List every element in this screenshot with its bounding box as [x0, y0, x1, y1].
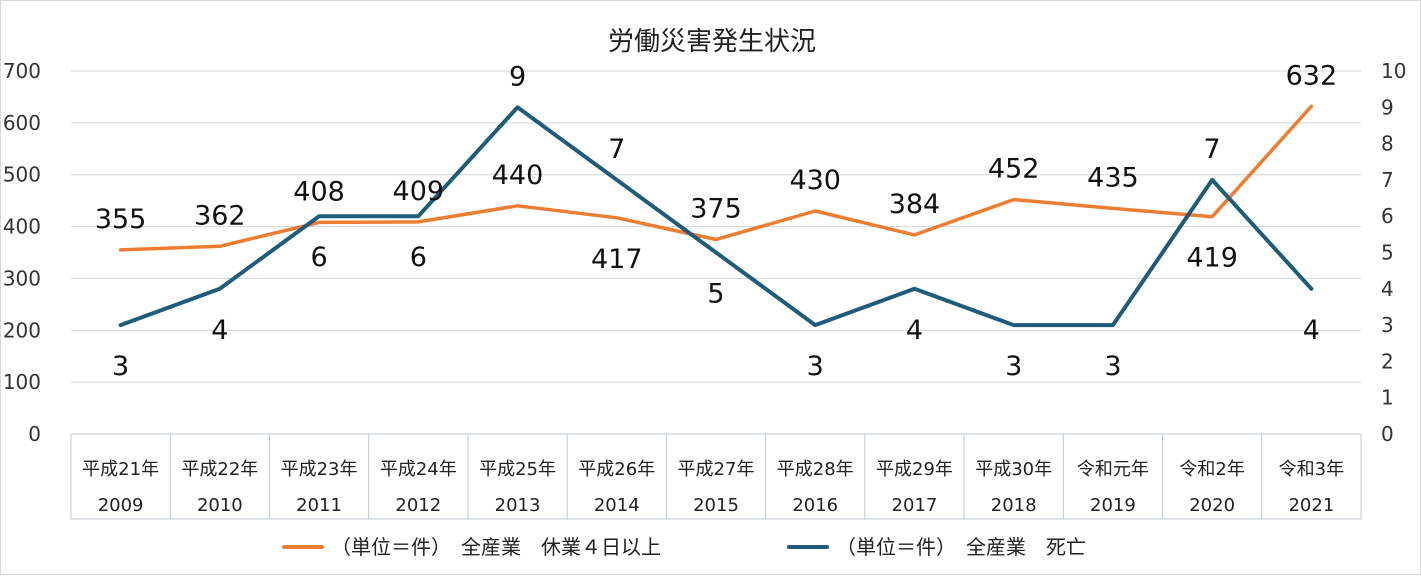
- category-table: 平成21年 2009 平成22年 2010 平成23年 2011 平成24年 2012 平成25…: [70, 433, 1362, 520]
- data-label: 7: [608, 134, 625, 165]
- category-year-label: 2017: [892, 495, 938, 516]
- data-label: 5: [707, 279, 724, 310]
- category-year-label: 2020: [1189, 495, 1235, 516]
- data-label: 417: [591, 244, 643, 275]
- category-era-label: 平成24年: [380, 459, 457, 480]
- category-era-label: 平成25年: [479, 459, 556, 480]
- right-tick-label: 3: [1381, 313, 1394, 337]
- gridlines: [71, 70, 1361, 383]
- left-tick-label: 300: [3, 266, 41, 290]
- data-label: 408: [293, 176, 345, 207]
- left-tick-label: 400: [3, 215, 41, 239]
- category-era-label: 平成29年: [876, 459, 953, 480]
- left-tick-label: 200: [3, 318, 41, 342]
- category-year-label: 2011: [296, 495, 342, 516]
- data-label: 3: [1104, 351, 1121, 382]
- right-tick-label: 8: [1381, 132, 1394, 156]
- right-tick-label: 7: [1381, 168, 1394, 192]
- category-year-label: 2016: [792, 495, 838, 516]
- right-tick-label: 1: [1381, 386, 1394, 410]
- right-tick-label: 5: [1381, 241, 1394, 265]
- category-year-label: 2015: [693, 495, 739, 516]
- category-year-label: 2010: [197, 495, 243, 516]
- chart-title: 労働災害発生状況: [608, 27, 816, 57]
- data-label: 6: [310, 242, 327, 273]
- data-label: 440: [492, 160, 544, 191]
- series-lines: [118, 104, 1314, 328]
- data-label: 4: [906, 315, 923, 346]
- right-axis-ticks: 0 1 2 3 4 5 6 7 8 9 10: [1381, 59, 1406, 446]
- left-axis-ticks: 0 100 200 300 400 500 600 700: [3, 59, 41, 446]
- data-label: 632: [1286, 60, 1338, 91]
- category-year-label: 2013: [495, 495, 541, 516]
- data-label: 9: [509, 61, 526, 92]
- data-label: 355: [95, 204, 147, 235]
- data-label: 430: [789, 165, 841, 196]
- left-tick-label: 600: [3, 111, 41, 135]
- category-era-label: 平成26年: [578, 459, 655, 480]
- category-era-label: 令和2年: [1179, 459, 1244, 480]
- category-era-label: 平成21年: [82, 459, 159, 480]
- data-label: 435: [1087, 162, 1139, 193]
- data-label: 419: [1186, 243, 1238, 274]
- data-label: 4: [211, 315, 228, 346]
- category-era-label: 平成28年: [777, 459, 854, 480]
- left-tick-label: 0: [28, 422, 41, 446]
- left-tick-label: 500: [3, 163, 41, 187]
- right-tick-label: 4: [1381, 277, 1394, 301]
- right-tick-label: 9: [1381, 95, 1394, 119]
- data-label: 452: [988, 154, 1040, 185]
- category-era-label: 平成30年: [975, 459, 1052, 480]
- data-label: 6: [410, 242, 427, 273]
- right-tick-label: 2: [1381, 349, 1394, 373]
- data-label: 375: [690, 194, 742, 225]
- legend-label: （単位＝件） 全産業 休業４日以上: [331, 535, 661, 559]
- category-era-label: 平成27年: [678, 459, 755, 480]
- series-line-2: [118, 105, 1314, 328]
- data-label: 7: [1204, 134, 1221, 165]
- series-line-1: [118, 104, 1314, 252]
- legend: （単位＝件） 全産業 休業４日以上 （単位＝件） 全産業 死亡: [282, 535, 1086, 559]
- right-tick-label: 10: [1381, 59, 1406, 83]
- right-tick-label: 0: [1381, 422, 1394, 446]
- category-year-label: 2019: [1090, 495, 1136, 516]
- category-era-label: 平成23年: [281, 459, 358, 480]
- category-year-label: 2012: [395, 495, 441, 516]
- data-label: 409: [393, 176, 445, 207]
- data-label: 3: [1005, 351, 1022, 382]
- category-era-label: 令和元年: [1077, 459, 1149, 480]
- data-label: 3: [112, 351, 129, 382]
- category-era-label: 令和3年: [1279, 459, 1344, 480]
- category-year-label: 2021: [1288, 495, 1334, 516]
- legend-label: （単位＝件） 全産業 死亡: [836, 535, 1086, 559]
- category-year-label: 2009: [98, 495, 144, 516]
- left-tick-label: 100: [3, 370, 41, 394]
- data-label: 4: [1303, 315, 1320, 346]
- category-year-label: 2014: [594, 495, 640, 516]
- data-label: 3: [807, 351, 824, 382]
- data-label: 384: [889, 189, 941, 220]
- data-label: 362: [194, 200, 246, 231]
- category-era-label: 平成22年: [181, 459, 258, 480]
- left-tick-label: 700: [3, 59, 41, 83]
- right-tick-label: 6: [1381, 204, 1394, 228]
- category-year-label: 2018: [991, 495, 1037, 516]
